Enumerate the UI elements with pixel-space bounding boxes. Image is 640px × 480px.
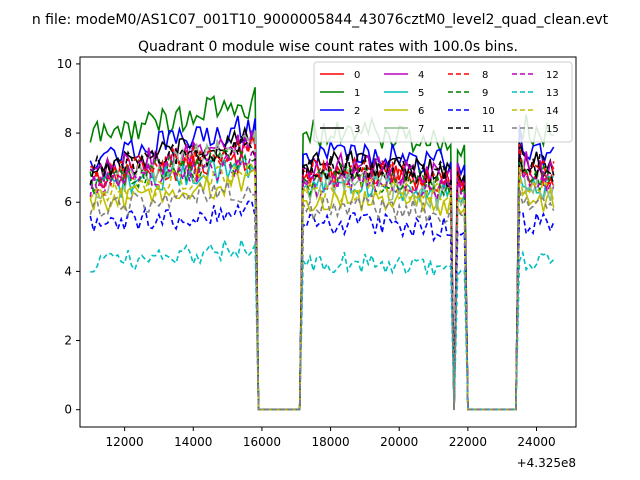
chart-suptitle: n file: modeM0/AS1C07_001T10_9000005844_… bbox=[32, 12, 609, 28]
series-lines bbox=[89, 87, 555, 411]
y-tick-label: 0 bbox=[64, 403, 72, 417]
y-tick-label: 6 bbox=[64, 195, 72, 209]
legend-label: 4 bbox=[418, 70, 424, 81]
x-tick-label: 18000 bbox=[311, 435, 349, 449]
series-line-15 bbox=[89, 178, 555, 411]
legend-label: 15 bbox=[546, 124, 559, 135]
legend-label: 5 bbox=[418, 88, 424, 99]
legend-label: 14 bbox=[546, 106, 559, 117]
legend-label: 3 bbox=[354, 124, 360, 135]
x-tick-label: 16000 bbox=[243, 435, 281, 449]
legend-label: 7 bbox=[418, 124, 424, 135]
legend-box bbox=[313, 61, 573, 143]
x-tick-label: 12000 bbox=[106, 435, 144, 449]
legend-label: 10 bbox=[482, 106, 495, 117]
plot-frame bbox=[79, 56, 577, 428]
x-offset-label: +4.325e8 bbox=[517, 456, 576, 470]
chart-title: Quadrant 0 module wise count rates with … bbox=[138, 39, 518, 55]
series-line-10 bbox=[89, 199, 555, 411]
y-tick-label: 8 bbox=[64, 126, 72, 140]
legend-label: 0 bbox=[354, 70, 360, 81]
x-tick-label: 20000 bbox=[380, 435, 418, 449]
x-tick-label: 24000 bbox=[517, 435, 555, 449]
y-tick-label: 4 bbox=[64, 264, 72, 278]
x-tick-label: 14000 bbox=[174, 435, 212, 449]
y-axis: 0 2 4 6 8 10 bbox=[57, 57, 80, 417]
legend-label: 12 bbox=[546, 70, 559, 81]
y-tick-label: 10 bbox=[57, 57, 72, 71]
series-line-13 bbox=[90, 236, 555, 411]
y-tick-label: 2 bbox=[64, 334, 72, 348]
legend-label: 6 bbox=[418, 106, 424, 117]
legend-label: 2 bbox=[354, 106, 360, 117]
x-axis: 12000 14000 16000 18000 20000 22000 24000 bbox=[106, 427, 556, 449]
legend-label: 9 bbox=[482, 88, 488, 99]
legend-label: 13 bbox=[546, 88, 559, 99]
legend-label: 1 bbox=[354, 88, 360, 99]
legend-label: 11 bbox=[482, 124, 495, 135]
legend-label: 8 bbox=[482, 70, 488, 81]
x-tick-label: 22000 bbox=[449, 435, 487, 449]
